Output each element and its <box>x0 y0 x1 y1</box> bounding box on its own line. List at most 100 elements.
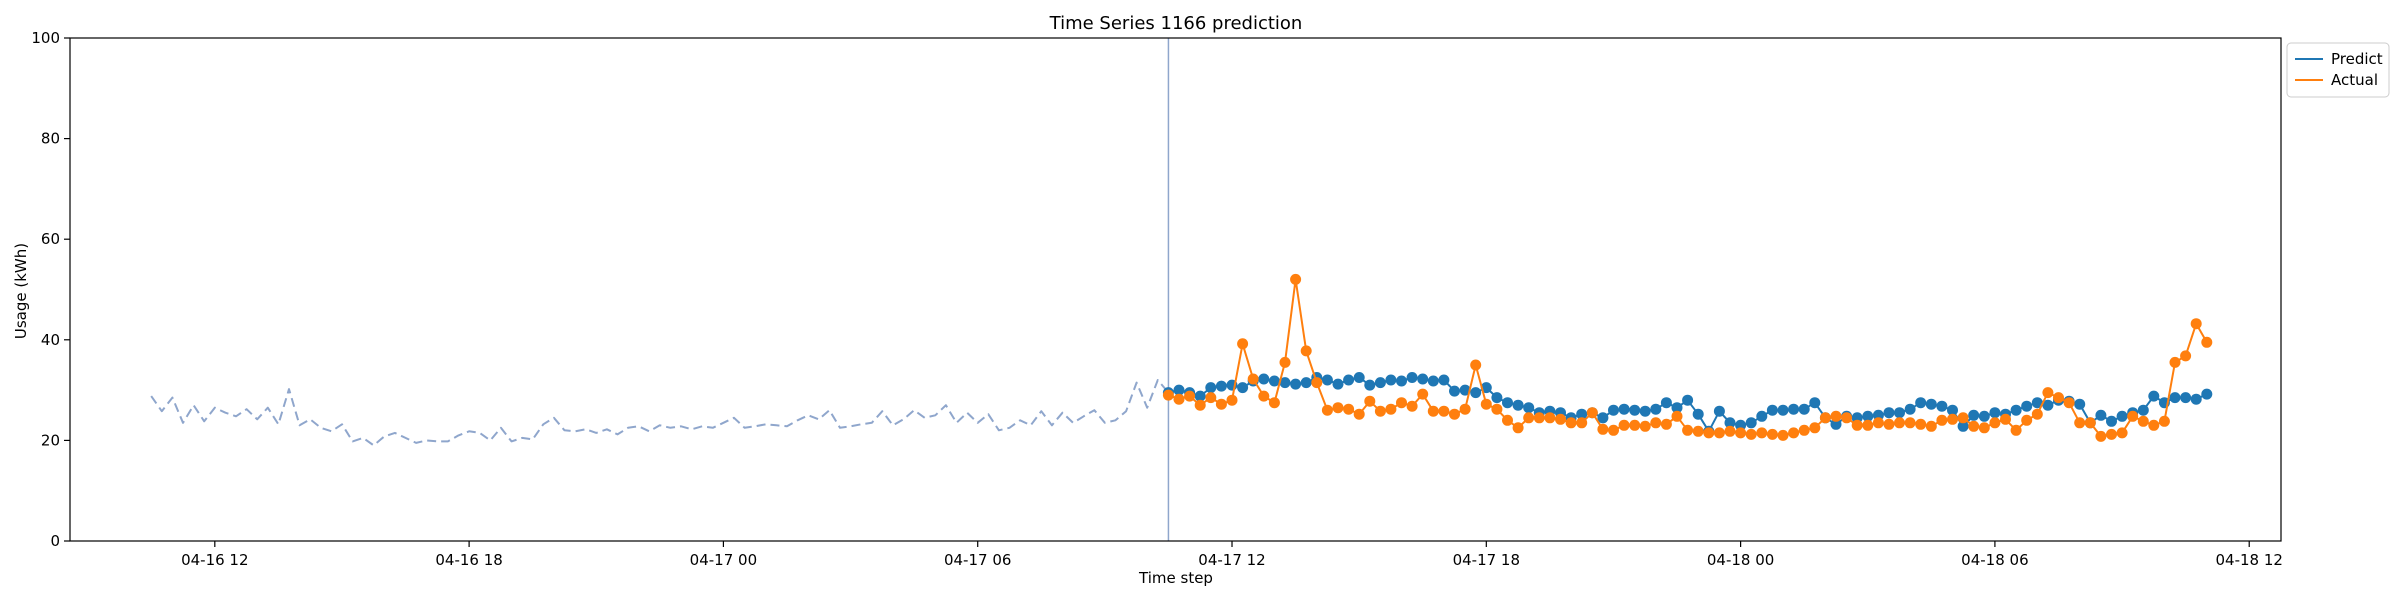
data-point-predict <box>1650 403 1662 415</box>
data-point-actual <box>1777 429 1789 441</box>
legend: Predict Actual <box>2286 42 2390 98</box>
data-point-actual <box>2137 415 2149 427</box>
data-point-actual <box>2095 430 2107 442</box>
data-point-predict <box>1290 378 1302 390</box>
data-point-predict <box>1173 384 1185 396</box>
data-point-actual <box>1862 419 1874 431</box>
data-point-predict <box>1766 404 1778 416</box>
data-point-predict <box>1629 404 1641 416</box>
x-tick-label: 04-17 12 <box>1198 551 1265 569</box>
data-point-actual <box>2201 336 2213 348</box>
data-point-actual <box>1851 419 1863 431</box>
data-point-predict <box>1968 409 1980 421</box>
data-point-actual <box>1830 410 1842 422</box>
data-point-actual <box>1491 403 1503 415</box>
data-point-predict <box>1279 377 1291 389</box>
data-point-predict <box>1788 403 1800 415</box>
data-point-predict <box>1660 397 1672 409</box>
data-point-predict <box>1618 403 1630 415</box>
data-point-predict <box>1682 394 1694 406</box>
axes-frame <box>69 37 2282 542</box>
data-point-actual <box>1300 345 1312 357</box>
data-point-actual <box>2053 392 2064 404</box>
data-point-actual <box>2021 414 2033 426</box>
y-tick-label: 20 <box>41 431 60 449</box>
data-point-actual <box>2127 410 2139 422</box>
data-point-actual <box>1321 404 1333 416</box>
data-point-predict <box>1396 375 1407 387</box>
data-point-actual <box>1311 377 1323 389</box>
data-point-actual <box>1237 338 1249 350</box>
data-point-predict <box>2106 415 2117 427</box>
data-point-predict <box>1798 403 1810 415</box>
data-point-actual <box>1989 417 2001 429</box>
data-point-predict <box>1438 374 1450 386</box>
data-point-actual <box>1798 424 1810 436</box>
data-point-actual <box>1427 405 1439 417</box>
data-point-predict <box>1830 418 1842 430</box>
data-point-actual <box>1343 403 1355 415</box>
data-point-predict <box>1258 373 1270 385</box>
data-point-predict <box>1894 407 1905 419</box>
data-point-actual <box>1173 393 1185 405</box>
data-point-predict <box>1343 374 1355 386</box>
x-tick-label: 04-17 00 <box>690 551 757 569</box>
data-point-predict <box>1809 397 1821 409</box>
data-point-predict <box>1904 403 1916 415</box>
y-tick-label: 40 <box>41 331 60 349</box>
data-point-actual <box>1226 394 1238 406</box>
data-point-actual <box>1904 417 1916 429</box>
data-point-actual <box>1788 427 1800 439</box>
plot-area: 0 20 40 60 80 100 04-16 12 04-16 18 04-17 00 04-1… <box>31 29 2283 569</box>
data-point-actual <box>1682 424 1694 436</box>
data-point-predict <box>1385 374 1397 386</box>
data-point-predict <box>1724 417 1736 429</box>
data-point-predict <box>1300 377 1312 389</box>
chart-title: Time Series 1166 prediction <box>1049 13 1303 34</box>
data-point-predict <box>1491 392 1503 404</box>
data-point-predict <box>1523 402 1535 414</box>
data-point-actual <box>1162 389 1174 401</box>
data-point-actual <box>1247 373 1259 385</box>
data-point-predict <box>1756 410 1768 422</box>
data-point-predict <box>2116 410 2128 422</box>
data-point-predict <box>1353 372 1365 383</box>
data-point-predict <box>2201 388 2213 400</box>
data-point-actual <box>1915 418 1927 430</box>
data-point-actual <box>1671 410 1683 422</box>
data-point-actual <box>1565 417 1577 429</box>
x-tick-label: 04-16 18 <box>435 551 502 569</box>
x-tick-label: 04-17 18 <box>1453 551 1520 569</box>
data-point-actual <box>2116 427 2128 439</box>
data-point-predict <box>1862 410 1874 422</box>
data-point-predict <box>1194 390 1206 402</box>
data-point-predict <box>1512 399 1524 411</box>
data-point-actual <box>1883 418 1895 430</box>
data-point-predict <box>1978 410 1990 422</box>
x-axis-label: Time step <box>1138 569 1213 587</box>
data-point-actual <box>1968 420 1980 432</box>
data-point-predict <box>1915 397 1927 409</box>
data-point-actual <box>1184 390 1196 402</box>
data-point-predict <box>1989 407 2001 419</box>
data-point-predict <box>1883 407 1895 419</box>
data-point-actual <box>1872 417 1884 429</box>
data-point-actual <box>2190 318 2202 330</box>
data-point-predict <box>2095 409 2107 421</box>
legend-label-actual: Actual <box>2331 71 2378 89</box>
data-point-actual <box>1692 425 1704 437</box>
data-point-actual <box>1936 414 1948 426</box>
data-point-actual <box>1608 424 1619 436</box>
data-point-predict <box>1449 385 1460 397</box>
data-point-actual <box>2074 417 2086 429</box>
data-point-predict <box>1237 382 1249 394</box>
x-tick-label: 04-17 06 <box>944 551 1011 569</box>
data-point-actual <box>2106 428 2117 440</box>
x-tick-label: 04-18 12 <box>2215 551 2282 569</box>
data-point-predict <box>1735 419 1747 431</box>
data-point-predict <box>2180 392 2192 404</box>
data-point-predict <box>2190 393 2202 405</box>
legend-label-predict: Predict <box>2331 50 2383 68</box>
data-point-predict <box>1321 374 1333 386</box>
